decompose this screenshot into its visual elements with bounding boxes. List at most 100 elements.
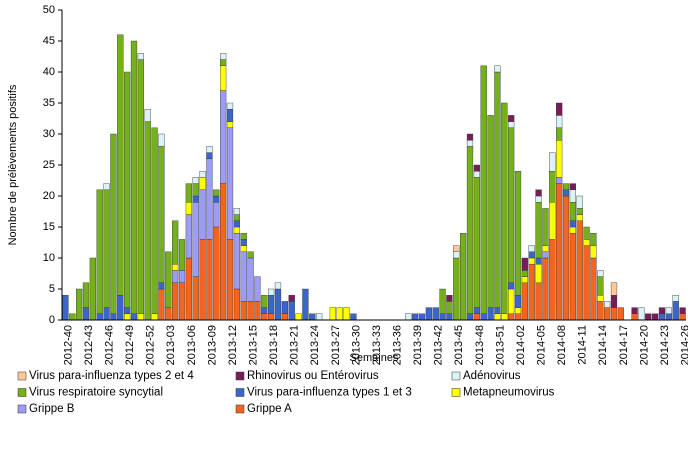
- legend-label: Virus para-influenza types 2 et 4: [29, 370, 194, 382]
- bar-segment: [514, 170, 522, 296]
- x-tick-label: 2014-23: [659, 325, 671, 365]
- bar-segment: [240, 239, 247, 246]
- x-tick-label: 2013-30: [350, 325, 362, 365]
- bar-segment: [302, 288, 309, 321]
- bar-segment: [213, 226, 220, 321]
- bar-segment: [494, 307, 501, 315]
- bar-segment: [501, 102, 508, 315]
- bar-segment: [418, 313, 426, 321]
- x-tick-label: 2012-52: [145, 325, 157, 365]
- bar-segment: [329, 307, 336, 321]
- bar-segment: [466, 146, 474, 314]
- bar-segment: [261, 295, 268, 308]
- x-tick-label: 2013-15: [247, 325, 259, 365]
- y-tick-label: 0: [49, 314, 55, 326]
- bar-segment: [679, 313, 686, 321]
- bar-segment: [82, 307, 90, 321]
- bar-segment: [439, 313, 446, 321]
- y-tick-label: 25: [43, 159, 55, 171]
- bar-segment: [617, 307, 624, 321]
- bar-segment: [549, 201, 556, 240]
- bar-segment: [535, 195, 542, 203]
- bar-segment: [117, 34, 124, 296]
- x-tick-label: 2012-40: [62, 325, 74, 365]
- bar-segment: [631, 307, 638, 315]
- bar-segment: [96, 313, 103, 321]
- bar-segment: [247, 301, 254, 321]
- x-tick-label: 2013-12: [227, 325, 239, 365]
- bar-segment: [446, 301, 453, 314]
- bar-segment: [185, 183, 192, 203]
- bar-segment: [254, 301, 261, 321]
- y-tick-label: 30: [43, 128, 55, 140]
- bar-segment: [295, 313, 302, 321]
- bar-segment: [672, 295, 679, 302]
- bar-segment: [528, 257, 535, 265]
- legend-swatch: [235, 371, 245, 381]
- bar-segment: [528, 245, 535, 253]
- bar-segment: [658, 307, 666, 315]
- bar-segment: [110, 133, 117, 315]
- bar-segment: [583, 245, 590, 321]
- bar-segment: [124, 313, 131, 321]
- bar-segment: [220, 90, 227, 184]
- bar-segment: [261, 307, 268, 315]
- bar-segment: [597, 270, 604, 277]
- x-tick-label: 2013-48: [474, 325, 486, 365]
- bar-segment: [583, 239, 590, 246]
- legend-swatch: [451, 388, 461, 397]
- bar-segment: [240, 251, 247, 302]
- y-tick-label: 40: [43, 66, 55, 78]
- bar-segment: [206, 239, 213, 321]
- bar-segment: [652, 313, 659, 321]
- bar-segment: [597, 276, 604, 296]
- y-tick-label: 10: [43, 252, 55, 264]
- bar-segment: [549, 239, 556, 321]
- bar-segment: [199, 189, 206, 240]
- bar-segment: [535, 257, 542, 265]
- legend-label: Metapneumovirus: [463, 387, 555, 399]
- legend-label: Adénovirus: [463, 370, 521, 382]
- x-tick-label: 2013-27: [330, 325, 342, 365]
- x-tick-label: 2013-24: [309, 325, 321, 365]
- bar-segment: [233, 232, 240, 290]
- x-tick-label: 2013-18: [268, 325, 280, 365]
- bar-segment: [247, 251, 254, 259]
- x-tick-label: 2014-26: [679, 325, 688, 365]
- bar-segment: [226, 121, 234, 128]
- bar-segment: [528, 264, 535, 321]
- bar-segment: [82, 282, 90, 308]
- bar-segment: [508, 115, 515, 122]
- legend-swatch: [17, 404, 27, 414]
- bar-segment: [508, 313, 515, 321]
- bar-segment: [288, 301, 295, 321]
- legend-label: Grippe B: [29, 403, 75, 415]
- legend-swatch: [235, 388, 245, 397]
- bar-segment: [494, 313, 501, 321]
- bar-segment: [521, 282, 528, 321]
- legend-label: Rhinovirus ou Entérovirus: [247, 370, 379, 382]
- bar-segment: [542, 245, 549, 253]
- bar-segment: [226, 239, 234, 321]
- bar-segment: [110, 313, 117, 321]
- legend-label: Virus para-influenza types 1 et 3: [247, 387, 412, 399]
- bar-segment: [412, 313, 419, 321]
- bar-segment: [192, 183, 199, 197]
- bar-segment: [466, 313, 474, 321]
- x-tick-label: 2014-17: [618, 325, 630, 365]
- bar-segment: [556, 139, 563, 178]
- bar-segment: [604, 301, 611, 308]
- bar-segment: [466, 139, 474, 147]
- x-tick-label: 2013-33: [371, 325, 383, 365]
- bar-segment: [514, 307, 522, 315]
- bar-segment: [247, 257, 254, 302]
- x-tick-label: 2014-05: [535, 325, 547, 365]
- bar-segment: [610, 295, 618, 308]
- bar-segment: [535, 189, 542, 197]
- bar-segment: [521, 270, 528, 277]
- bar-segment: [261, 313, 268, 321]
- bar-segment: [268, 313, 275, 321]
- bar-segment: [665, 313, 672, 321]
- bar-segment: [446, 313, 453, 321]
